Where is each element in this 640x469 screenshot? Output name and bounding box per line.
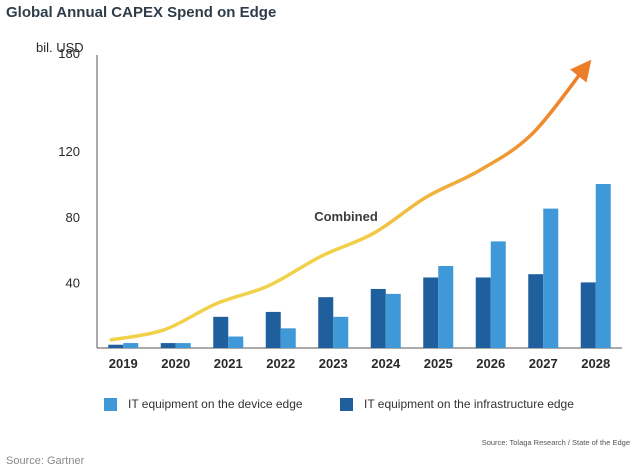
device-bar: [438, 266, 454, 348]
combined-line-label: Combined: [314, 209, 378, 224]
x-tick-label: 2028: [581, 356, 610, 371]
y-axis-unit-label: bil. USD: [36, 40, 84, 55]
x-tick-label: 2025: [424, 356, 453, 371]
x-tick-label: 2021: [214, 356, 243, 371]
infrastructure-bar: [265, 311, 281, 348]
legend-device: IT equipment on the device edge: [104, 397, 303, 411]
infrastructure-bar: [213, 316, 229, 348]
x-tick-label: 2020: [161, 356, 190, 371]
device-bar: [175, 343, 191, 348]
device-bar: [228, 336, 244, 348]
infrastructure-bar: [580, 282, 596, 348]
combined-line: [109, 59, 592, 342]
source-note: Source: Tolaga Research / State of the E…: [481, 438, 630, 447]
x-tick-label: 2022: [266, 356, 295, 371]
x-tick-label: 2026: [476, 356, 505, 371]
x-tick-label: 2019: [109, 356, 138, 371]
infrastructure-bar: [160, 343, 176, 348]
device-bar: [543, 208, 559, 348]
device-bar: [280, 328, 296, 348]
device-bar: [385, 293, 401, 348]
y-tick-label: 40: [66, 275, 80, 290]
chart-title: Global Annual CAPEX Spend on Edge: [6, 4, 277, 21]
device-bar: [333, 316, 349, 348]
legend-device-swatch: [104, 397, 117, 411]
y-tick-label: 120: [58, 144, 80, 159]
device-bar: [490, 241, 506, 348]
device-bar: [123, 343, 139, 348]
y-tick-label: 80: [66, 210, 80, 225]
x-tick-label: 2027: [529, 356, 558, 371]
x-tick-label: 2024: [371, 356, 401, 371]
infrastructure-bar: [108, 344, 124, 348]
legend-infrastructure-swatch: [340, 397, 353, 411]
y-tick-label: 180: [58, 46, 80, 61]
legend-device-label: IT equipment on the device edge: [128, 397, 303, 411]
infrastructure-bar: [475, 277, 491, 348]
x-tick-label: 2023: [319, 356, 348, 371]
infrastructure-bar: [528, 274, 544, 348]
source-caption: Source: Gartner: [6, 455, 85, 467]
infrastructure-bar: [423, 277, 439, 348]
legend-infrastructure: IT equipment on the infrastructure edge: [340, 397, 574, 411]
infrastructure-bar: [370, 288, 386, 348]
device-bar: [595, 184, 611, 348]
infrastructure-bar: [318, 297, 334, 348]
legend-infrastructure-label: IT equipment on the infrastructure edge: [364, 397, 574, 411]
